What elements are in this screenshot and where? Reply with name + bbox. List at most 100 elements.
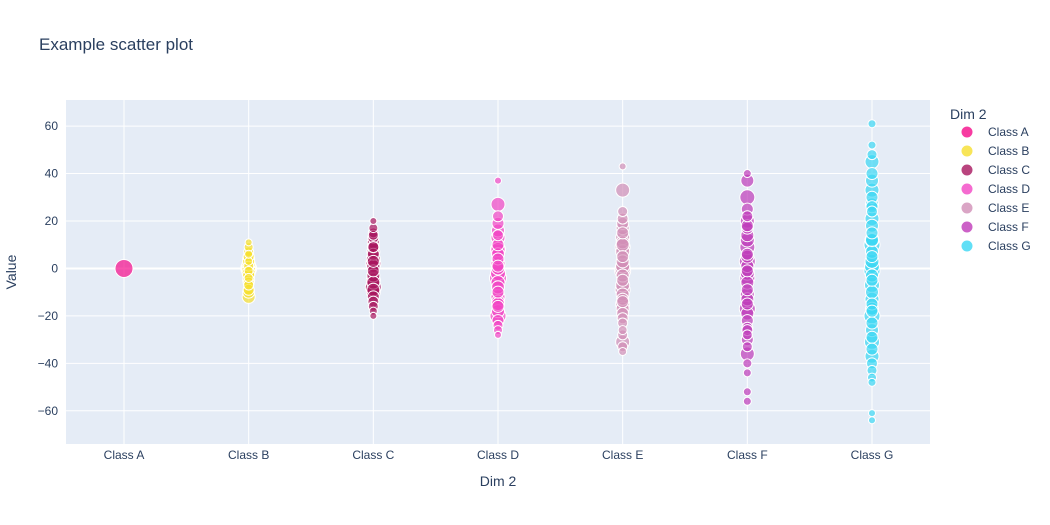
data-point[interactable] (865, 330, 879, 344)
series-class-g (863, 119, 881, 425)
legend-label: Class B (988, 144, 1029, 158)
x-tick-label: Class D (477, 448, 519, 462)
x-tick-label: Class A (104, 448, 145, 462)
series-class-c (364, 216, 382, 320)
data-point[interactable] (616, 273, 630, 287)
data-point[interactable] (742, 169, 752, 179)
data-point[interactable] (865, 167, 879, 181)
data-point[interactable] (865, 250, 879, 264)
data-point[interactable] (742, 387, 752, 397)
data-point[interactable] (616, 295, 630, 309)
x-axis-label: Dim 2 (480, 473, 517, 489)
y-axis-label: Value (3, 254, 19, 289)
y-tick-label: −40 (38, 356, 59, 370)
legend-label: Class A (988, 125, 1029, 139)
data-point[interactable] (868, 409, 876, 418)
data-point[interactable] (865, 316, 879, 330)
data-point[interactable] (491, 259, 505, 273)
data-point[interactable] (494, 330, 502, 339)
data-point[interactable] (244, 249, 254, 259)
legend-item-class-c[interactable]: Class C (960, 163, 1030, 177)
legend-label: Class F (988, 220, 1029, 234)
chart-title: Example scatter plot (39, 35, 193, 54)
y-tick-label: 0 (51, 261, 58, 275)
legend-marker (960, 220, 974, 234)
data-point[interactable] (742, 396, 752, 406)
legend-label: Class E (988, 201, 1029, 215)
data-point[interactable] (618, 162, 627, 171)
y-tick-label: −60 (38, 404, 59, 418)
legend-item-class-a[interactable]: Class A (960, 125, 1029, 139)
data-point[interactable] (740, 264, 754, 278)
x-tick-label: Class B (228, 448, 269, 462)
data-point[interactable] (742, 358, 753, 369)
data-point[interactable] (615, 182, 631, 198)
legend-label: Class D (988, 182, 1030, 196)
data-point[interactable] (740, 247, 754, 261)
data-point[interactable] (615, 237, 630, 252)
data-point[interactable] (492, 210, 504, 223)
x-tick-label: Class G (851, 448, 894, 462)
data-point[interactable] (865, 226, 879, 240)
legend-marker (960, 125, 974, 139)
data-point[interactable] (367, 241, 380, 254)
data-points (114, 119, 881, 425)
series-class-e (614, 162, 632, 356)
data-point[interactable] (369, 311, 378, 320)
legend-label: Class G (988, 239, 1031, 253)
data-point[interactable] (867, 377, 877, 387)
legend-item-class-f[interactable]: Class F (960, 220, 1029, 234)
data-point[interactable] (490, 196, 506, 212)
data-point[interactable] (740, 297, 754, 311)
legend-item-class-e[interactable]: Class E (960, 201, 1029, 215)
y-tick-label: 60 (45, 119, 59, 133)
axis-ticks: 60 40 20 0 −20 −40 −60 Class A Class B Class C Cla… (38, 119, 894, 462)
data-point[interactable] (491, 285, 505, 299)
data-point[interactable] (741, 329, 753, 341)
data-point[interactable] (617, 206, 629, 218)
data-point[interactable] (742, 368, 752, 378)
data-point[interactable] (867, 119, 877, 129)
data-point[interactable] (740, 283, 754, 297)
data-point[interactable] (868, 416, 876, 425)
legend[interactable]: Class A Class B Class C Class D Class E Class… (960, 125, 1031, 253)
data-point[interactable] (617, 325, 628, 336)
data-point[interactable] (492, 229, 504, 242)
series-class-d (489, 176, 507, 339)
data-point[interactable] (366, 254, 380, 268)
data-point[interactable] (616, 250, 630, 264)
data-point[interactable] (741, 210, 754, 223)
data-point[interactable] (866, 205, 878, 218)
legend-marker (960, 182, 974, 196)
y-tick-label: 40 (45, 167, 59, 181)
data-point[interactable] (865, 285, 879, 300)
data-point[interactable] (491, 299, 505, 313)
data-point[interactable] (865, 342, 879, 356)
data-point[interactable] (243, 272, 254, 283)
legend-marker (960, 163, 974, 177)
data-point[interactable] (867, 140, 877, 150)
legend-item-class-b[interactable]: Class B (960, 144, 1029, 158)
data-point[interactable] (866, 149, 878, 161)
series-class-a (114, 258, 134, 278)
legend-item-class-g[interactable]: Class G (960, 239, 1031, 253)
data-point[interactable] (739, 189, 756, 206)
legend-marker (960, 144, 974, 158)
data-point[interactable] (494, 176, 502, 185)
legend-item-class-d[interactable]: Class D (960, 182, 1030, 196)
legend-title: Dim 2 (950, 106, 987, 122)
y-tick-label: 20 (45, 214, 59, 228)
x-tick-label: Class C (352, 448, 394, 462)
data-point[interactable] (244, 238, 253, 247)
data-point[interactable] (369, 216, 378, 225)
y-tick-label: −20 (38, 309, 59, 323)
x-tick-label: Class F (727, 448, 768, 462)
data-point[interactable] (865, 273, 879, 287)
data-point[interactable] (618, 346, 628, 356)
data-point[interactable] (865, 304, 879, 318)
data-point[interactable] (114, 258, 134, 278)
data-point[interactable] (616, 226, 630, 240)
series-class-f (738, 169, 756, 406)
data-point[interactable] (741, 341, 753, 353)
